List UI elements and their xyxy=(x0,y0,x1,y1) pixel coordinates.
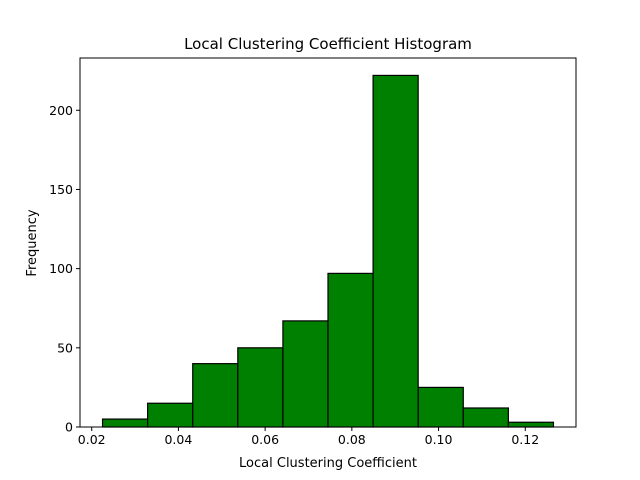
histogram-bar-9 xyxy=(462,407,509,428)
x-tick-label: 0.06 xyxy=(251,432,279,447)
histogram-bar-8 xyxy=(417,386,464,428)
y-axis-ticks: 0 50 100 150 200 xyxy=(49,103,80,435)
histogram-bar-3 xyxy=(192,363,239,428)
y-tick-label: 0 xyxy=(65,420,73,435)
histogram-bar-2 xyxy=(147,402,194,428)
x-tick-label: 0.12 xyxy=(511,432,539,447)
x-tick-label: 0.08 xyxy=(338,432,366,447)
histogram-bar-5 xyxy=(282,320,329,428)
y-tick-label: 100 xyxy=(49,261,73,276)
chart-title: Local Clustering Coefficient Histogram xyxy=(184,35,472,53)
bars-group xyxy=(101,74,555,428)
y-tick-label: 150 xyxy=(49,182,73,197)
histogram-bar-6 xyxy=(327,272,374,428)
x-axis-label: Local Clustering Coefficient xyxy=(239,456,417,471)
y-tick-label: 50 xyxy=(57,340,73,355)
histogram-bar-4 xyxy=(237,347,284,428)
x-tick-label: 0.04 xyxy=(164,432,192,447)
histogram-bar-7 xyxy=(372,74,419,428)
y-axis-label: Frequency xyxy=(25,209,40,276)
y-tick-label: 200 xyxy=(49,103,73,118)
x-axis-ticks: 0.02 0.04 0.06 0.08 0.10 0.12 xyxy=(78,427,539,447)
histogram-bar-10 xyxy=(507,421,555,428)
histogram-bar-1 xyxy=(101,418,149,428)
x-tick-label: 0.10 xyxy=(425,432,453,447)
x-tick-label: 0.02 xyxy=(78,432,106,447)
plot-area-frame xyxy=(79,57,577,428)
